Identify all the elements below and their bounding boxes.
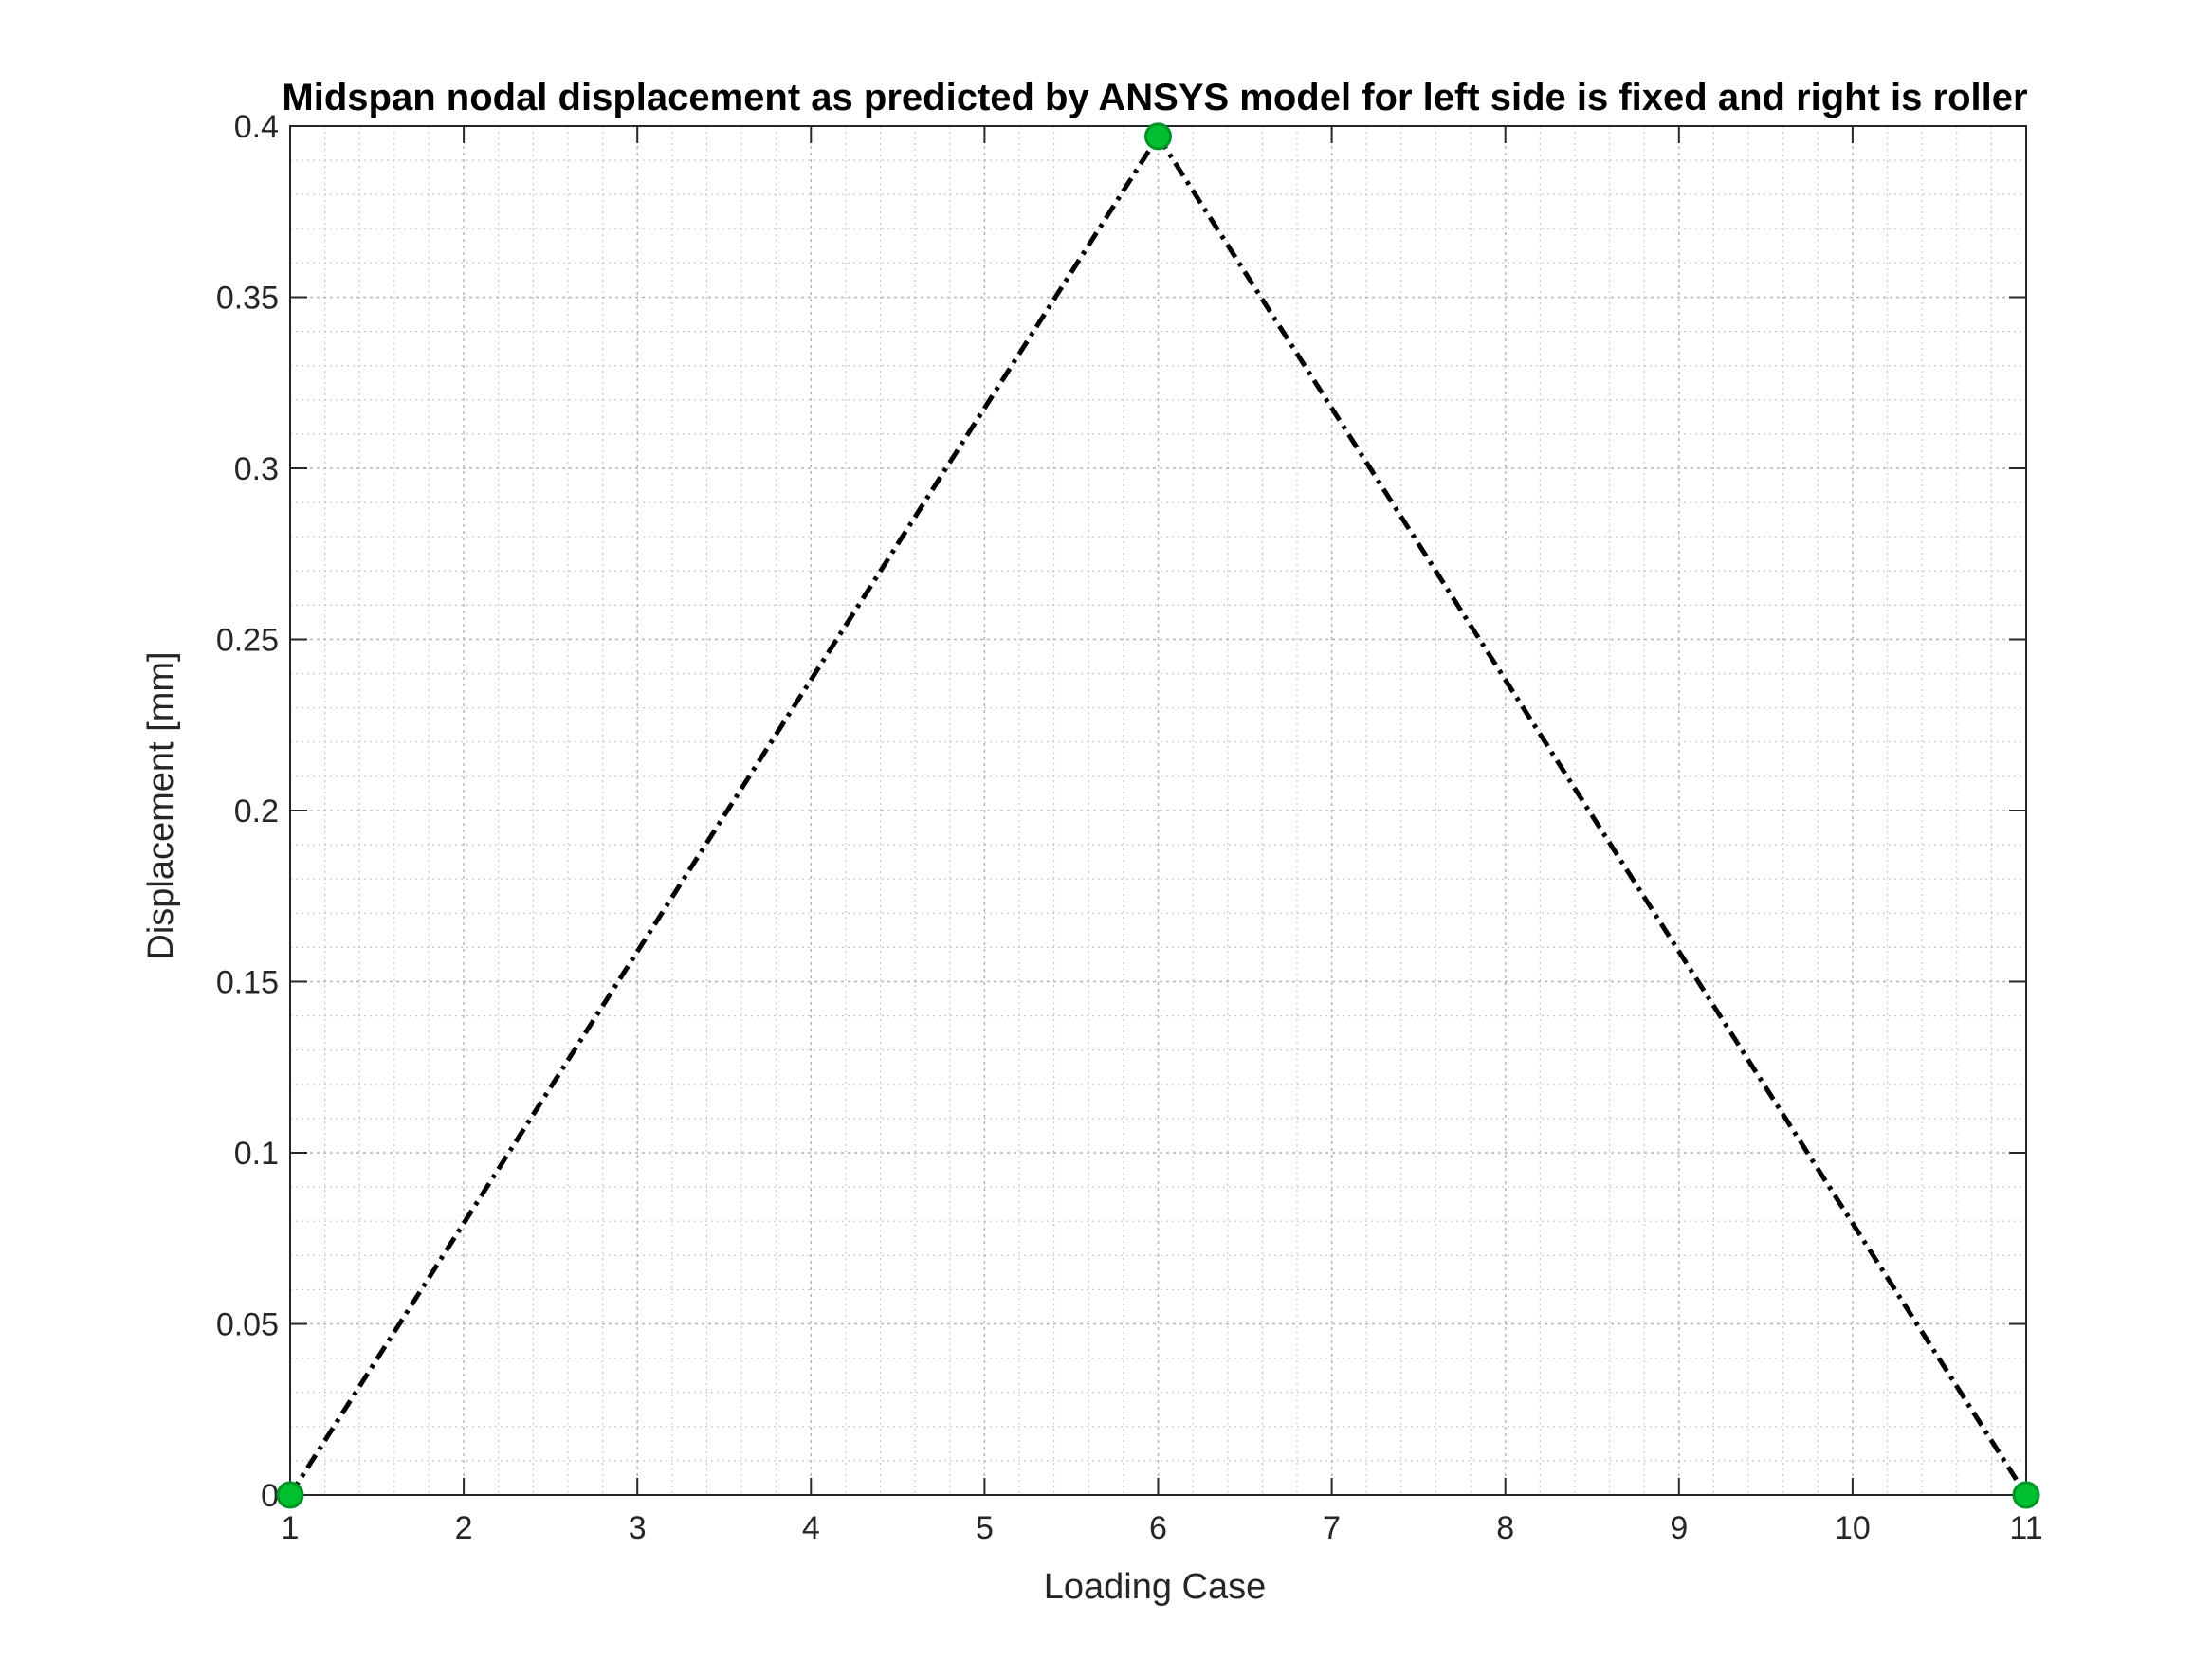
data-point-marker (2012, 1481, 2040, 1509)
y-tick-label: 0.4 (234, 109, 279, 145)
x-tick-label: 8 (1496, 1510, 1514, 1546)
x-axis-label: Loading Case (1044, 1567, 1267, 1607)
x-tick-label: 6 (1149, 1510, 1167, 1546)
x-tick-label: 2 (455, 1510, 473, 1546)
y-tick-labels: 0 0.05 0.1 0.15 0.2 0.25 0.3 0.35 0.4 (216, 109, 279, 1514)
x-tick-label: 4 (802, 1510, 820, 1546)
x-tick-label: 7 (1323, 1510, 1341, 1546)
data-point-marker (276, 1481, 304, 1509)
data-point-marker (1144, 122, 1172, 151)
y-tick-label: 0.1 (234, 1136, 279, 1172)
y-tick-label: 0.2 (234, 793, 279, 830)
y-tick-label: 0.3 (234, 451, 279, 487)
x-tick-labels: 1 2 3 4 5 6 7 8 9 10 11 (282, 1510, 2043, 1546)
y-axis-label: Displacement [mm] (141, 651, 181, 959)
chart-title: Midspan nodal displacement as predicted … (282, 77, 2027, 118)
x-tick-label: 5 (976, 1510, 994, 1546)
y-tick-label: 0 (261, 1478, 279, 1514)
y-tick-label: 0.25 (216, 623, 279, 659)
x-tick-label: 3 (629, 1510, 647, 1546)
x-tick-label: 9 (1670, 1510, 1688, 1546)
x-tick-label: 1 (282, 1510, 300, 1546)
y-tick-label: 0.15 (216, 965, 279, 1001)
x-tick-label: 10 (1835, 1510, 1871, 1546)
x-tick-label: 11 (2009, 1510, 2042, 1546)
y-tick-label: 0.35 (216, 281, 279, 317)
series-layer (276, 122, 2040, 1509)
y-tick-label: 0.05 (216, 1307, 279, 1343)
